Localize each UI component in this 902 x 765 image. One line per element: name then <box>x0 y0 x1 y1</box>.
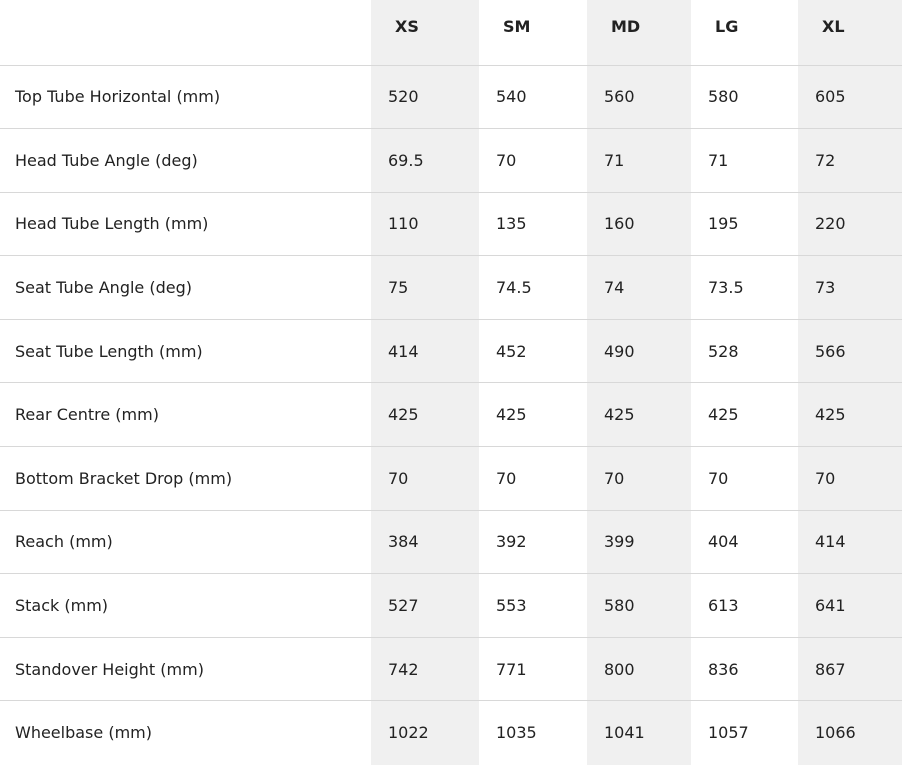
cell-sm: 135 <box>479 191 587 256</box>
cell-xs: 414 <box>371 318 479 383</box>
table-row: Top Tube Horizontal (mm) 520 540 560 580 605 <box>0 64 902 129</box>
row-label: Bottom Bracket Drop (mm) <box>0 446 371 511</box>
cell-lg: 528 <box>691 318 798 383</box>
cell-lg: 195 <box>691 191 798 256</box>
row-label: Seat Tube Length (mm) <box>0 318 371 383</box>
row-label: Top Tube Horizontal (mm) <box>0 64 371 129</box>
column-header-xs: XS <box>371 0 479 65</box>
cell-xl: 641 <box>798 573 902 638</box>
cell-sm: 74.5 <box>479 255 587 320</box>
row-label: Standover Height (mm) <box>0 636 371 701</box>
column-header-lg: LG <box>715 17 739 37</box>
cell-sm: 392 <box>479 509 587 574</box>
cell-md: 425 <box>587 382 691 447</box>
row-label: Head Tube Length (mm) <box>0 191 371 256</box>
cell-xl: 566 <box>798 318 902 383</box>
cell-sm: 425 <box>479 382 587 447</box>
cell-xs: 1022 <box>371 700 479 765</box>
cell-sm: 70 <box>479 128 587 193</box>
column-header-md: MD <box>587 0 691 65</box>
cell-xl: 425 <box>798 382 902 447</box>
table-body: Top Tube Horizontal (mm) 520 540 560 580 605 H… <box>0 64 902 765</box>
cell-xs: 527 <box>371 573 479 638</box>
cell-md: 580 <box>587 573 691 638</box>
cell-md: 1041 <box>587 700 691 765</box>
cell-sm: 452 <box>479 318 587 383</box>
cell-lg: 836 <box>691 636 798 701</box>
table-row: Wheelbase (mm) 1022 1035 1041 1057 1066 <box>0 700 902 765</box>
cell-md: 74 <box>587 255 691 320</box>
cell-xs: 110 <box>371 191 479 256</box>
table-row: Bottom Bracket Drop (mm) 70 70 70 70 70 <box>0 446 902 511</box>
cell-md: 399 <box>587 509 691 574</box>
cell-xs: 69.5 <box>371 128 479 193</box>
row-label: Rear Centre (mm) <box>0 382 371 447</box>
cell-lg: 1057 <box>691 700 798 765</box>
cell-xs: 384 <box>371 509 479 574</box>
column-header-xl: XL <box>798 0 902 65</box>
cell-sm: 70 <box>479 446 587 511</box>
cell-xl: 414 <box>798 509 902 574</box>
table-row: Head Tube Length (mm) 110 135 160 195 220 <box>0 191 902 256</box>
cell-xl: 72 <box>798 128 902 193</box>
cell-xs: 520 <box>371 64 479 129</box>
cell-lg: 70 <box>691 446 798 511</box>
cell-lg: 73.5 <box>691 255 798 320</box>
column-header-sm: SM <box>503 17 531 37</box>
cell-sm: 1035 <box>479 700 587 765</box>
cell-sm: 553 <box>479 573 587 638</box>
cell-md: 800 <box>587 636 691 701</box>
cell-lg: 71 <box>691 128 798 193</box>
row-label: Reach (mm) <box>0 509 371 574</box>
cell-md: 70 <box>587 446 691 511</box>
cell-xs: 742 <box>371 636 479 701</box>
cell-xl: 605 <box>798 64 902 129</box>
table-row: Reach (mm) 384 392 399 404 414 <box>0 509 902 574</box>
table-row: Head Tube Angle (deg) 69.5 70 71 71 72 <box>0 128 902 193</box>
cell-md: 160 <box>587 191 691 256</box>
cell-xs: 70 <box>371 446 479 511</box>
cell-xl: 1066 <box>798 700 902 765</box>
table-row: Rear Centre (mm) 425 425 425 425 425 <box>0 382 902 447</box>
table-row: Seat Tube Angle (deg) 75 74.5 74 73.5 73 <box>0 255 902 320</box>
cell-xl: 220 <box>798 191 902 256</box>
cell-xs: 425 <box>371 382 479 447</box>
row-label: Seat Tube Angle (deg) <box>0 255 371 320</box>
header-empty <box>0 0 371 65</box>
cell-lg: 613 <box>691 573 798 638</box>
cell-lg: 425 <box>691 382 798 447</box>
cell-xl: 70 <box>798 446 902 511</box>
row-label: Stack (mm) <box>0 573 371 638</box>
cell-xl: 867 <box>798 636 902 701</box>
cell-md: 560 <box>587 64 691 129</box>
table-row: Standover Height (mm) 742 771 800 836 867 <box>0 636 902 701</box>
cell-lg: 580 <box>691 64 798 129</box>
cell-sm: 540 <box>479 64 587 129</box>
table-row: Seat Tube Length (mm) 414 452 490 528 566 <box>0 318 902 383</box>
cell-md: 71 <box>587 128 691 193</box>
table-row: Stack (mm) 527 553 580 613 641 <box>0 573 902 638</box>
cell-lg: 404 <box>691 509 798 574</box>
cell-xs: 75 <box>371 255 479 320</box>
header-row: XS SM MD LG XL <box>0 0 902 65</box>
cell-xl: 73 <box>798 255 902 320</box>
cell-sm: 771 <box>479 636 587 701</box>
row-label: Wheelbase (mm) <box>0 700 371 765</box>
row-label: Head Tube Angle (deg) <box>0 128 371 193</box>
cell-md: 490 <box>587 318 691 383</box>
